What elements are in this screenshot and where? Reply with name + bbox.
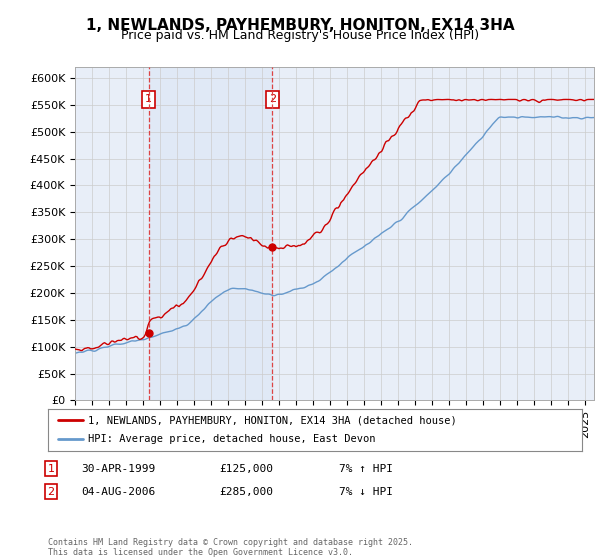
Text: 1: 1 [47, 464, 55, 474]
Text: 30-APR-1999: 30-APR-1999 [81, 464, 155, 474]
Text: 1: 1 [145, 95, 152, 105]
Text: 2: 2 [269, 95, 276, 105]
Text: 04-AUG-2006: 04-AUG-2006 [81, 487, 155, 497]
Bar [149, 67, 272, 400]
Text: 7% ↓ HPI: 7% ↓ HPI [339, 487, 393, 497]
Text: 1, NEWLANDS, PAYHEMBURY, HONITON, EX14 3HA: 1, NEWLANDS, PAYHEMBURY, HONITON, EX14 3… [86, 18, 514, 33]
Text: HPI: Average price, detached house, East Devon: HPI: Average price, detached house, East… [88, 435, 376, 445]
Text: 1, NEWLANDS, PAYHEMBURY, HONITON, EX14 3HA (detached house): 1, NEWLANDS, PAYHEMBURY, HONITON, EX14 3… [88, 415, 457, 425]
Text: £125,000: £125,000 [219, 464, 273, 474]
Text: £285,000: £285,000 [219, 487, 273, 497]
Text: Contains HM Land Registry data © Crown copyright and database right 2025.
This d: Contains HM Land Registry data © Crown c… [48, 538, 413, 557]
Text: 2: 2 [47, 487, 55, 497]
Text: Price paid vs. HM Land Registry's House Price Index (HPI): Price paid vs. HM Land Registry's House … [121, 29, 479, 42]
Text: 7% ↑ HPI: 7% ↑ HPI [339, 464, 393, 474]
